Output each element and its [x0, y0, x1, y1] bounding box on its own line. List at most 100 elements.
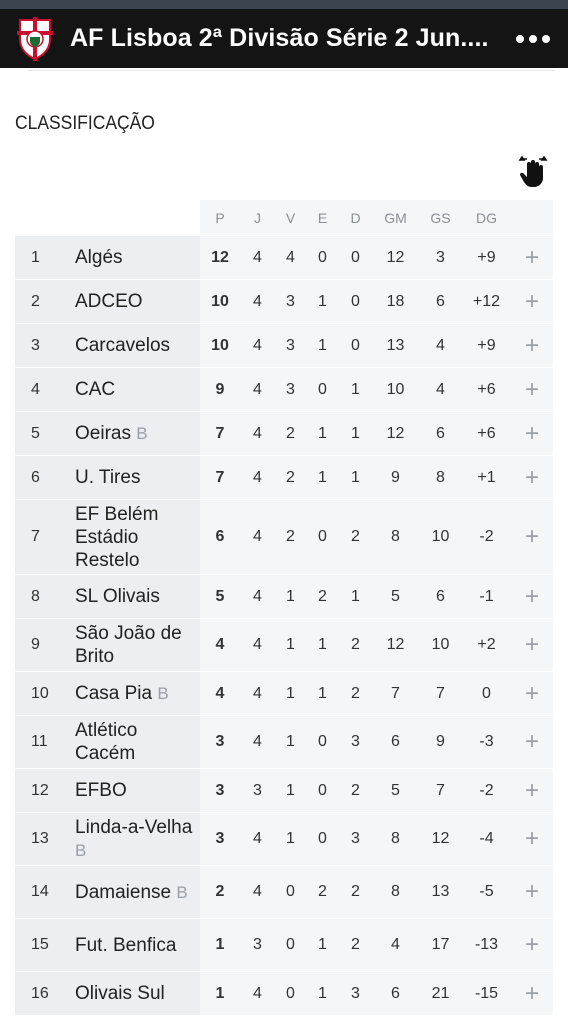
- team-name: Algés: [75, 247, 123, 268]
- played-cell: 4: [240, 619, 275, 672]
- points-cell: 6: [200, 500, 240, 575]
- expand-row-button[interactable]: +: [511, 368, 553, 412]
- position-cell: 11: [15, 716, 75, 769]
- expand-row-button[interactable]: +: [511, 236, 553, 280]
- played-cell: 4: [240, 368, 275, 412]
- wins-cell: 1: [275, 619, 306, 672]
- goals-for-cell: 7: [372, 672, 419, 716]
- position-cell: 8: [15, 575, 75, 619]
- goal-difference-cell: +6: [462, 412, 511, 456]
- points-cell: 2: [200, 866, 240, 919]
- goals-against-cell: 10: [419, 619, 462, 672]
- played-cell: 4: [240, 866, 275, 919]
- table-row[interactable]: 9 São João de Brito 4 4 1 1 2 12 10 +2 +: [15, 619, 553, 672]
- table-row[interactable]: 6 U. Tires 7 4 2 1 1 9 8 +1 +: [15, 456, 553, 500]
- team-name: CAC: [75, 379, 116, 400]
- table-row[interactable]: 12 EFBO 3 3 1 0 2 5 7 -2 +: [15, 769, 553, 813]
- table-row[interactable]: 8 SL Olivais 5 4 1 2 1 5 6 -1 +: [15, 575, 553, 619]
- expand-row-button[interactable]: +: [511, 456, 553, 500]
- expand-row-button[interactable]: +: [511, 500, 553, 575]
- losses-cell: 2: [339, 769, 372, 813]
- position-cell: 16: [15, 972, 75, 1016]
- played-cell: 4: [240, 575, 275, 619]
- wins-cell: 0: [275, 972, 306, 1016]
- hand-swipe-icon[interactable]: [518, 156, 548, 188]
- team-cell: Carcavelos: [75, 324, 200, 368]
- wins-cell: 1: [275, 813, 306, 866]
- losses-cell: 3: [339, 972, 372, 1016]
- header-v: V: [275, 200, 306, 236]
- table-row[interactable]: 1 Algés 12 4 4 0 0 12 3 +9 +: [15, 236, 553, 280]
- team-cell: SL Olivais: [75, 575, 200, 619]
- expand-row-button[interactable]: +: [511, 280, 553, 324]
- goals-against-cell: 6: [419, 412, 462, 456]
- table-row[interactable]: 13 Linda-a-Velha B 3 4 1 0 3 8 12 -4 +: [15, 813, 553, 866]
- losses-cell: 1: [339, 368, 372, 412]
- draws-cell: 1: [306, 619, 339, 672]
- expand-row-button[interactable]: +: [511, 672, 553, 716]
- more-dots-icon[interactable]: [516, 34, 550, 43]
- expand-row-button[interactable]: +: [511, 412, 553, 456]
- wins-cell: 3: [275, 324, 306, 368]
- points-cell: 10: [200, 324, 240, 368]
- table-row[interactable]: 10 Casa Pia B 4 4 1 1 2 7 7 0 +: [15, 672, 553, 716]
- table-row[interactable]: 4 CAC 9 4 3 0 1 10 4 +6 +: [15, 368, 553, 412]
- team-cell: Fut. Benfica: [75, 919, 200, 972]
- losses-cell: 3: [339, 813, 372, 866]
- header-e: E: [306, 200, 339, 236]
- played-cell: 4: [240, 412, 275, 456]
- goal-difference-cell: +9: [462, 236, 511, 280]
- table-row[interactable]: 14 Damaiense B 2 4 0 2 2 8 13 -5 +: [15, 866, 553, 919]
- position-cell: 2: [15, 280, 75, 324]
- team-suffix: B: [176, 882, 188, 902]
- expand-row-button[interactable]: +: [511, 919, 553, 972]
- goals-for-cell: 12: [372, 412, 419, 456]
- header-gs: GS: [419, 200, 462, 236]
- expand-row-button[interactable]: +: [511, 575, 553, 619]
- position-cell: 12: [15, 769, 75, 813]
- goals-against-cell: 10: [419, 500, 462, 575]
- expand-row-button[interactable]: +: [511, 769, 553, 813]
- team-name: Carcavelos: [75, 335, 171, 356]
- goal-difference-cell: -5: [462, 866, 511, 919]
- goals-against-cell: 4: [419, 368, 462, 412]
- wins-cell: 2: [275, 456, 306, 500]
- table-row[interactable]: 7 EF Belém Estádio Restelo 6 4 2 0 2 8 10 -2 +: [15, 500, 553, 575]
- expand-row-button[interactable]: +: [511, 972, 553, 1016]
- goals-for-cell: 8: [372, 500, 419, 575]
- header-dg: DG: [462, 200, 511, 236]
- goals-for-cell: 4: [372, 919, 419, 972]
- goals-against-cell: 6: [419, 575, 462, 619]
- team-name: EFBO: [75, 780, 127, 801]
- header-p: P: [200, 200, 240, 236]
- expand-row-button[interactable]: +: [511, 813, 553, 866]
- team-cell: Atlético Cacém: [75, 716, 200, 769]
- table-row[interactable]: 15 Fut. Benfica 1 3 0 1 2 4 17 -13 +: [15, 919, 553, 972]
- points-cell: 4: [200, 619, 240, 672]
- goals-against-cell: 7: [419, 769, 462, 813]
- team-name: São João de Brito: [75, 623, 182, 667]
- table-row[interactable]: 2 ADCEO 10 4 3 1 0 18 6 +12 +: [15, 280, 553, 324]
- team-cell: U. Tires: [75, 456, 200, 500]
- goal-difference-cell: +2: [462, 619, 511, 672]
- header-blank: [75, 200, 200, 236]
- points-cell: 5: [200, 575, 240, 619]
- expand-row-button[interactable]: +: [511, 324, 553, 368]
- played-cell: 4: [240, 456, 275, 500]
- position-cell: 1: [15, 236, 75, 280]
- expand-row-button[interactable]: +: [511, 619, 553, 672]
- team-name: EF Belém Estádio Restelo: [75, 503, 159, 571]
- expand-row-button[interactable]: +: [511, 866, 553, 919]
- losses-cell: 2: [339, 619, 372, 672]
- table-row[interactable]: 16 Olivais Sul 1 4 0 1 3 6 21 -15 +: [15, 972, 553, 1016]
- table-row[interactable]: 5 Oeiras B 7 4 2 1 1 12 6 +6 +: [15, 412, 553, 456]
- losses-cell: 2: [339, 866, 372, 919]
- table-row[interactable]: 11 Atlético Cacém 3 4 1 0 3 6 9 -3 +: [15, 716, 553, 769]
- losses-cell: 0: [339, 280, 372, 324]
- team-name: SL Olivais: [75, 586, 160, 607]
- expand-row-button[interactable]: +: [511, 716, 553, 769]
- draws-cell: 0: [306, 368, 339, 412]
- position-cell: 13: [15, 813, 75, 866]
- goal-difference-cell: 0: [462, 672, 511, 716]
- table-row[interactable]: 3 Carcavelos 10 4 3 1 0 13 4 +9 +: [15, 324, 553, 368]
